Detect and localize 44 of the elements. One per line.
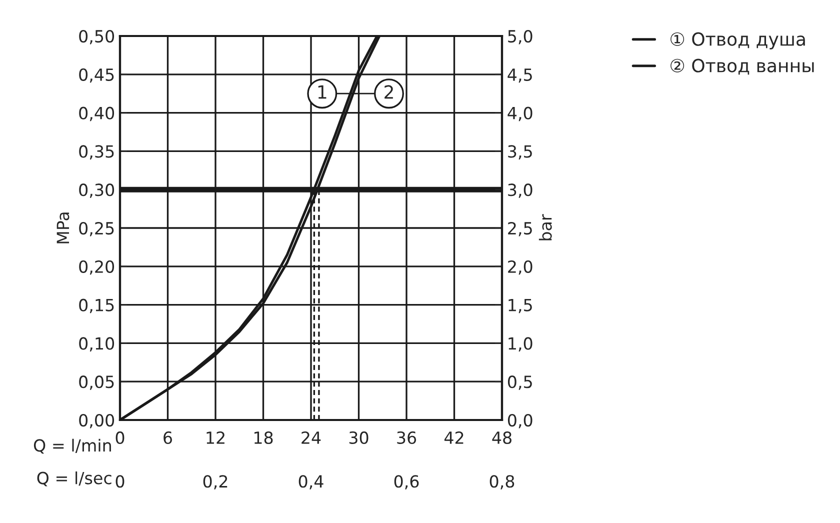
annotation: 1 [318, 85, 326, 99]
y2-tick-label: 2,0 [508, 260, 532, 275]
x-tick-label: 12 [206, 431, 224, 444]
y-tick-label: 0,05 [79, 376, 114, 390]
y-tick-label: 0,25 [79, 222, 114, 236]
y-tick-label: 0,20 [79, 260, 114, 275]
y-tick-label: 0,35 [79, 145, 114, 160]
y-tick-label: 0,50 [79, 30, 114, 44]
x2-axis-title: Q = l/sec [37, 471, 112, 486]
x-axis-title: Q = l/min [34, 438, 111, 454]
y2-tick-label: 4,5 [508, 68, 532, 83]
y-tick-label: 0,15 [79, 298, 114, 314]
y-tick-label: 0,00 [79, 414, 114, 428]
x-tick-label: 6 [164, 431, 172, 444]
x-tick-label: 48 [492, 431, 512, 444]
annotation: 2 [384, 85, 393, 99]
y-tick-label: 0,10 [79, 337, 114, 352]
legend-label: ① Отвод душа [670, 32, 805, 50]
y-tick-label: 0,45 [79, 68, 114, 83]
y2-tick-label: 0,5 [508, 376, 532, 390]
x2-tick-label: 0,4 [298, 475, 324, 490]
y2-tick-label: 5,0 [508, 30, 532, 44]
y-tick-label: 0,40 [79, 106, 114, 122]
y2-tick-label: 0,0 [508, 414, 532, 428]
x-tick-label: 18 [254, 431, 273, 444]
x2-tick-label: 0,8 [490, 475, 514, 490]
x-tick-label: 42 [444, 431, 464, 444]
x2-tick-label: 0,6 [394, 475, 419, 490]
y2-tick-label: 2,5 [508, 222, 532, 236]
y2-tick-label: 1,0 [508, 337, 532, 352]
x-tick-label: 36 [397, 431, 416, 444]
x2-tick-label: 0 [116, 475, 124, 488]
y2-tick-label: 3,5 [508, 145, 532, 160]
y2-tick-label: 1,5 [508, 298, 532, 314]
y-axis-title: MPa [56, 212, 70, 244]
y-tick-label: 0,30 [79, 184, 114, 198]
x2-tick-label: 0,2 [203, 475, 228, 490]
legend-label: ② Отвод ванны [670, 58, 814, 75]
y2-tick-label: 4,0 [508, 106, 532, 122]
y2-axis-title: bar [538, 214, 552, 240]
y2-tick-label: 3,0 [508, 184, 532, 198]
x-tick-label: 30 [349, 431, 368, 444]
x-tick-label: 24 [302, 431, 321, 444]
x-tick-label: 0 [116, 431, 124, 444]
